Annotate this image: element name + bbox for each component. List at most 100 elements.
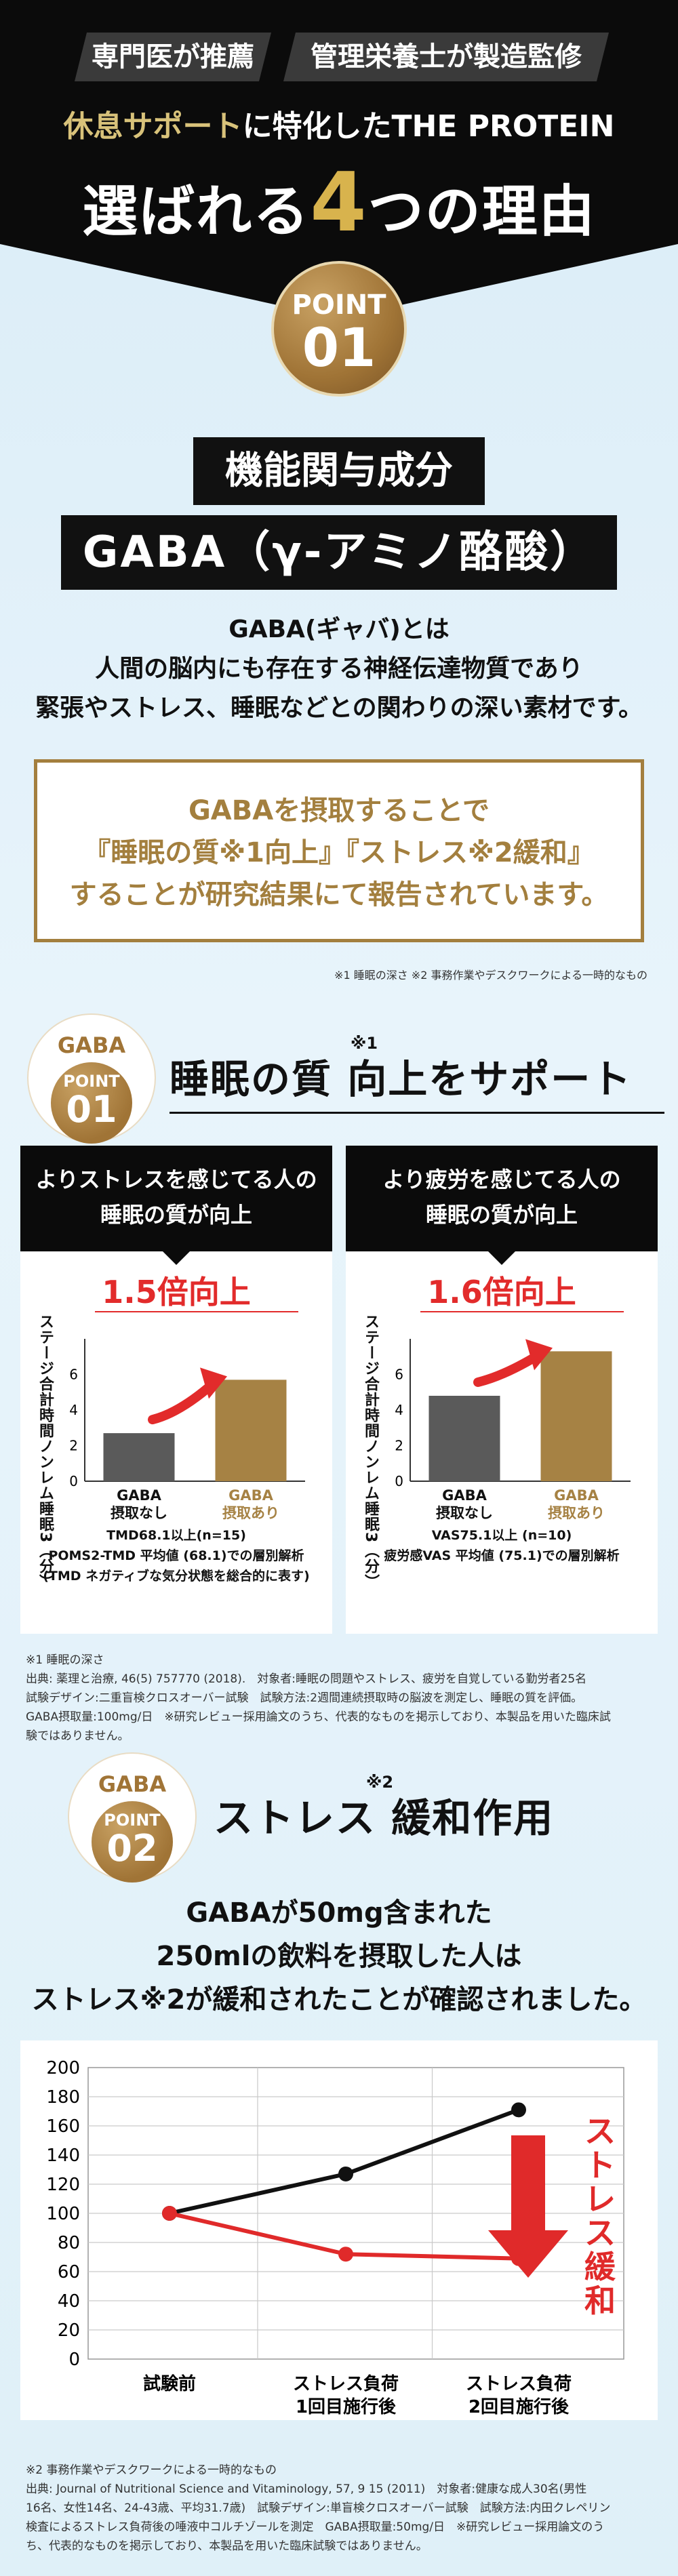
header-sub-highlight: 休息サポート <box>63 109 243 144</box>
x-category-label: GABA <box>442 1487 487 1504</box>
y-tick-label: 160 <box>46 2116 80 2137</box>
card-header-line: 睡眠の質が向上 <box>425 1202 578 1228</box>
card-header-line: よりストレスを感じてる人の <box>35 1167 317 1192</box>
footnote-line: GABA摂取量:100mg/日 ※研究レビュー採用論文のうち、代表的なものを掲示… <box>26 1710 611 1724</box>
footnote-definitions: ※1 睡眠の深さ ※2 事務作業やデスクワークによる一時的なもの <box>334 969 647 982</box>
x-category-label: 摂取あり <box>548 1505 605 1521</box>
y-tick-label: 100 <box>46 2204 80 2224</box>
gaba-label: GABA（γ-アミノ酪酸） <box>61 515 617 590</box>
improvement-ratio: 1.6倍向上 <box>427 1274 576 1310</box>
card-header: よりストレスを感じてる人の 睡眠の質が向上 <box>20 1146 332 1265</box>
y-tick-label: 6 <box>395 1367 403 1383</box>
footnote-line: 検査によるストレス負荷後の唾液中コルチゾールを測定 GABA摂取量:50mg/日… <box>26 2520 605 2534</box>
bar <box>103 1433 175 1481</box>
improvement-ratio: 1.5倍向上 <box>102 1274 251 1310</box>
highlight-line: GABAを摂取することで <box>188 795 490 826</box>
y-tick-label: 200 <box>46 2058 80 2078</box>
stress-intro-line: ストレス※2が緩和されたことが確認されました。 <box>31 1984 647 2015</box>
gaba-point-02-badge: GABA POINT 02 <box>68 1752 197 1883</box>
card-note-line: TMD68.1以上(n=15) <box>106 1528 246 1543</box>
point-badge-label: POINT <box>292 289 386 321</box>
stress-relief-annotation-char: 和 <box>584 2282 616 2319</box>
stress-relief-annotation-char: ト <box>584 2147 616 2183</box>
x-category-label: 摂取あり <box>222 1505 279 1521</box>
card-note-line: 疲労感VAS 平均値 (75.1)での層別解析 <box>384 1548 620 1563</box>
card-note-line: POMS2-TMD 平均値 (68.1)での層別解析 <box>48 1548 304 1563</box>
stress-intro-line: 250mlの飲料を摂取した人は <box>156 1941 522 1972</box>
highlight-line: することが研究結果にて報告されています。 <box>69 879 609 910</box>
series-line <box>169 2108 520 2215</box>
x-category-label: GABA <box>554 1487 599 1504</box>
y-tick-label: 4 <box>395 1402 403 1418</box>
gaba-point-label: POINT <box>104 1811 161 1830</box>
header-sub-rest: に特化したTHE PROTEIN <box>242 109 615 144</box>
title-pre: 選ばれる <box>82 180 311 244</box>
heading-underline <box>170 1112 664 1114</box>
gaba-point-label: POINT <box>63 1072 120 1091</box>
y-tick-label: 80 <box>58 2233 80 2253</box>
stress-source-footnote: ※2 事務作業やデスクワークによる一時的なもの 出典: Journal of N… <box>26 2461 656 2556</box>
stress-relief-annotation-char: ス <box>584 2215 616 2251</box>
point-badge: POINT 01 <box>271 261 407 397</box>
footnote-line: 験ではありません。 <box>26 1729 129 1743</box>
data-point <box>162 2206 177 2221</box>
x-category-label: 摂取なし <box>111 1505 167 1521</box>
y-tick-label: 140 <box>46 2146 80 2166</box>
intro-line: 人間の脳内にも存在する神経伝達物質であり <box>95 655 583 683</box>
sleep-heading: 睡眠の質 向上をサポート <box>170 1056 633 1102</box>
footnote-line: ち、代表的なものを掲示しており、本製品を用いた臨床試験ではありません。 <box>26 2539 428 2553</box>
x-category-label: GABA <box>117 1487 161 1504</box>
decrease-arrow <box>511 2135 545 2230</box>
gaba-point-top: GABA <box>98 1771 167 1797</box>
page-title: 選ばれる4つの理由 <box>0 156 678 250</box>
stress-relief-annotation-char: ス <box>584 2113 616 2150</box>
stress-heading-superscript: ※2 <box>366 1773 394 1792</box>
fatigue-sleep-card: より疲労を感じてる人の 睡眠の質が向上 1.6倍向上 ステージ合計時間ノンレム睡… <box>346 1146 658 1634</box>
sleep-heading-superscript: ※1 <box>351 1034 378 1053</box>
footnote-line: 16名、女性14名、24-43歳、平均31.7歳) 試験デザイン:単盲検クロスオ… <box>26 2501 611 2515</box>
bar-chart-ylabel: ステージ合計時間ノンレム睡眠3（分） <box>362 1314 379 1590</box>
footnote-line: ※2 事務作業やデスクワークによる一時的なもの <box>26 2463 277 2477</box>
increase-arrow-head <box>525 1339 553 1371</box>
gaba-point-number: 01 <box>66 1088 117 1131</box>
footnote-line: 試験デザイン:二重盲検クロスオーバー試験 試験方法:2週間連続摂取時の脳波を測定… <box>26 1691 583 1705</box>
decrease-arrow-head <box>488 2230 568 2278</box>
gaba-point-inner: POINT 01 <box>51 1062 132 1144</box>
bar <box>540 1351 612 1481</box>
sleep-source-footnote: ※1 睡眠の深さ 出典: 薬理と治療, 46(5) 757770 (2018).… <box>26 1651 656 1746</box>
ratio-underline <box>420 1311 624 1312</box>
functional-ingredient-label: 機能関与成分 <box>193 437 485 505</box>
title-post: つの理由 <box>367 180 596 244</box>
card-header-line: より疲労を感じてる人の <box>382 1167 621 1192</box>
intro-line: 緊張やストレス、睡眠などとの関わりの深い素材です。 <box>35 694 643 722</box>
x-category-label: 試験前 <box>143 2373 196 2394</box>
y-tick-label: 0 <box>395 1473 403 1489</box>
card-note: VAS75.1以上 (n=10) 疲労感VAS 平均値 (75.1)での層別解析 <box>346 1525 658 1566</box>
ratio-underline <box>95 1311 298 1312</box>
y-tick-label: 6 <box>69 1367 78 1383</box>
increase-arrow-head <box>200 1367 227 1399</box>
y-tick-label: 0 <box>68 2350 80 2370</box>
x-category-label: GABA <box>228 1487 273 1504</box>
tag-dietitian: 管理栄養士が製造監修 <box>283 33 609 81</box>
point-badge-number: 01 <box>302 318 376 379</box>
data-point <box>511 2102 526 2118</box>
y-tick-label: 120 <box>46 2175 80 2195</box>
x-category-label: 摂取なし <box>436 1505 493 1521</box>
bar <box>215 1380 287 1481</box>
title-number: 4 <box>310 156 368 250</box>
footnote-line: 出典: Journal of Nutritional Science and V… <box>26 2482 587 2496</box>
y-tick-label: 180 <box>46 2087 80 2108</box>
header-subtitle: 休息サポートに特化したTHE PROTEIN <box>0 102 678 145</box>
y-tick-label: 60 <box>58 2262 80 2282</box>
increase-arrow <box>473 1350 544 1387</box>
card-header-line: 睡眠の質が向上 <box>100 1202 252 1228</box>
gaba-point-01-badge: GABA POINT 01 <box>27 1013 156 1144</box>
increase-arrow <box>148 1378 218 1425</box>
footnote-line: 出典: 薬理と治療, 46(5) 757770 (2018). 対象者:睡眠の問… <box>26 1672 587 1686</box>
stress-sleep-card: よりストレスを感じてる人の 睡眠の質が向上 1.5倍向上 ステージ合計時間ノンレ… <box>20 1146 332 1634</box>
card-note-line: VAS75.1以上 (n=10) <box>431 1528 572 1543</box>
